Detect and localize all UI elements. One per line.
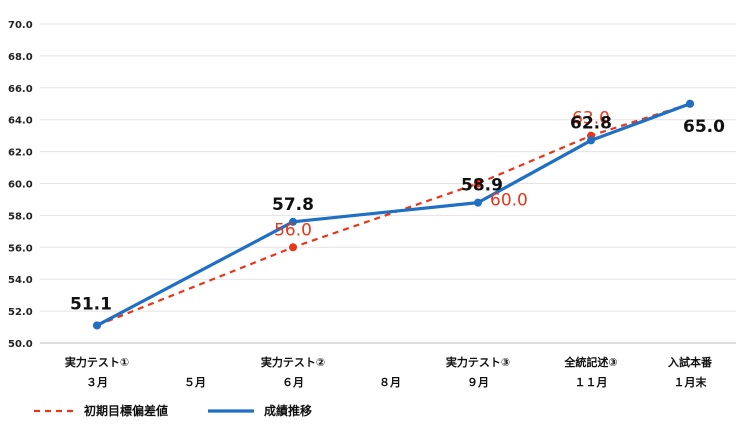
target-data-label: 56.0 bbox=[274, 220, 312, 240]
x-tick-label: ３月 bbox=[86, 376, 108, 389]
y-tick-label: 60.0 bbox=[8, 180, 33, 191]
y-tick-label: 68.0 bbox=[8, 52, 33, 63]
legend-actual-label: 成績推移 bbox=[264, 403, 312, 418]
actual-point bbox=[686, 99, 694, 108]
target-point bbox=[474, 179, 482, 188]
y-tick-label: 52.0 bbox=[8, 307, 33, 318]
y-axis-ticks: 50.0 52.0 54.0 56.0 58.0 60.0 62.0 64.0 66.0 68.0… bbox=[8, 20, 33, 350]
actual-data-label: 65.0 bbox=[683, 117, 725, 137]
actual-data-label: 62.8 bbox=[570, 113, 612, 133]
y-tick-label: 56.0 bbox=[8, 243, 33, 254]
y-tick-label: 50.0 bbox=[8, 339, 33, 350]
y-tick-label: 62.0 bbox=[8, 148, 33, 159]
x-tick-label: 実力テスト② bbox=[261, 355, 325, 369]
y-tick-label: 54.0 bbox=[8, 275, 33, 286]
actual-data-label: 58.9 bbox=[461, 176, 503, 196]
x-tick-label: １月末 bbox=[674, 375, 708, 389]
actual-data-label: 57.8 bbox=[272, 195, 314, 215]
legend: 初期目標偏差値 成績推移 bbox=[34, 403, 312, 418]
target-series-line bbox=[96, 102, 691, 327]
target-data-label: 60.0 bbox=[490, 191, 528, 211]
y-tick-label: 66.0 bbox=[8, 84, 33, 95]
actual-point bbox=[474, 198, 482, 207]
y-tick-label: 64.0 bbox=[8, 116, 33, 127]
x-axis-ticks: 実力テスト① ３月 ５月 実力テスト② ６月 ８月 実力テスト③ ９月 全統記述③ １１月 入試本番… bbox=[65, 355, 713, 389]
target-data-label: 63.0 bbox=[572, 109, 610, 129]
target-point bbox=[289, 243, 297, 252]
series-layer bbox=[93, 99, 694, 330]
x-tick-label: ８月 bbox=[379, 376, 401, 389]
x-tick-label: ６月 bbox=[282, 376, 304, 389]
y-tick-label: 58.0 bbox=[8, 211, 33, 222]
x-tick-label: 実力テスト① bbox=[65, 355, 129, 369]
actual-point bbox=[587, 136, 595, 145]
actual-point bbox=[93, 321, 101, 330]
x-tick-label: 実力テスト③ bbox=[446, 355, 510, 369]
x-tick-label: ５月 bbox=[184, 376, 206, 389]
actual-data-label: 51.1 bbox=[70, 294, 112, 314]
x-tick-label: 入試本番 bbox=[668, 355, 713, 369]
actual-series-line bbox=[96, 102, 691, 327]
y-tick-label: 70.0 bbox=[8, 20, 33, 31]
data-labels: 56.0 60.0 63.0 51.1 57.8 58.9 62.8 65.0 bbox=[70, 109, 725, 315]
x-tick-label: 全統記述③ bbox=[563, 355, 617, 369]
actual-point bbox=[289, 217, 297, 226]
x-tick-label: １１月 bbox=[575, 376, 608, 389]
grid-layer bbox=[40, 23, 736, 344]
x-tick-label: ９月 bbox=[467, 376, 489, 389]
legend-target-label: 初期目標偏差値 bbox=[84, 403, 168, 418]
